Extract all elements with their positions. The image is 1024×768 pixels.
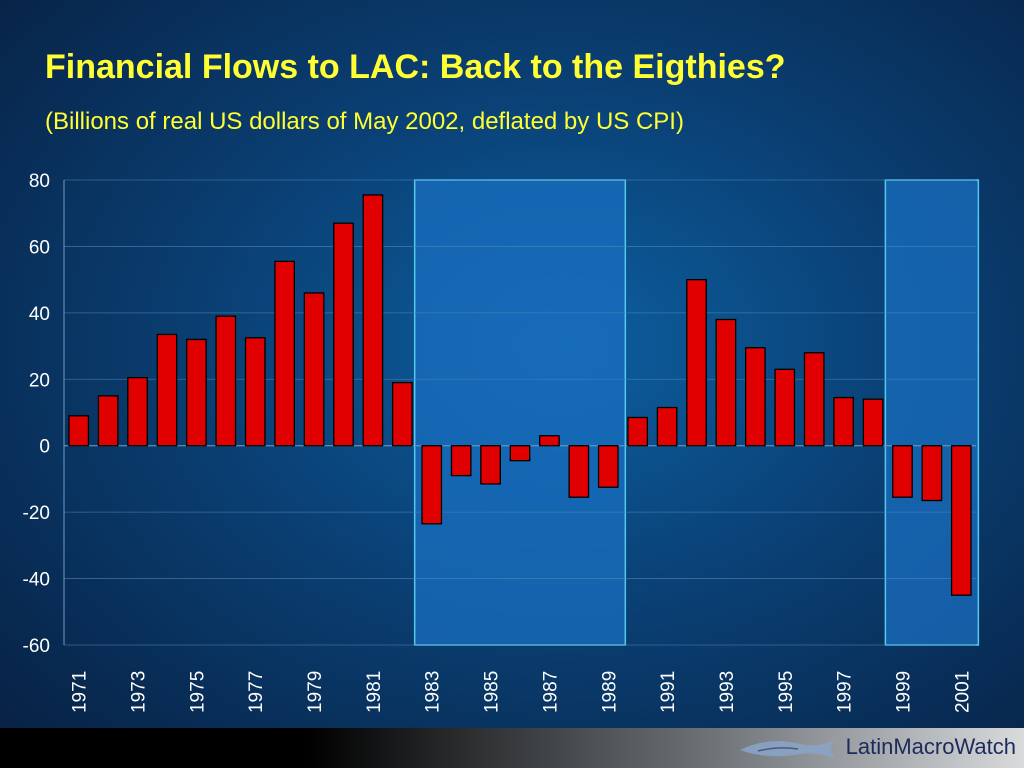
- x-tick-label: 1975: [187, 671, 208, 713]
- x-tick-label: 1989: [599, 671, 620, 713]
- x-tick-label: 1971: [70, 671, 91, 713]
- x-tick-label: 1987: [540, 671, 561, 713]
- bar: [921, 445, 943, 502]
- x-tick-label: 1985: [482, 671, 503, 713]
- bar: [627, 416, 649, 447]
- x-tick-label: 1991: [658, 671, 679, 713]
- x-tick-label: 1983: [423, 671, 444, 713]
- bar: [950, 445, 972, 596]
- bar: [215, 315, 237, 447]
- logo-text: LatinMacroWatch: [845, 734, 1016, 759]
- y-tick-label: 0: [39, 437, 50, 458]
- bar: [97, 395, 119, 447]
- y-tick-label: 60: [29, 237, 50, 258]
- bar: [156, 333, 178, 447]
- y-tick-label: -40: [23, 570, 50, 591]
- bar: [892, 445, 913, 498]
- x-tick-label: 1999: [893, 671, 914, 713]
- logo: LatinMacroWatch: [738, 730, 1016, 764]
- bar: [244, 337, 266, 447]
- bar: [568, 445, 590, 498]
- footer-bar: LatinMacroWatch: [0, 728, 1024, 768]
- bar: [333, 222, 354, 447]
- y-tick-label: 20: [29, 370, 50, 391]
- x-tick-label: 1981: [364, 671, 385, 713]
- x-tick-label: 1995: [776, 671, 797, 713]
- y-tick-label: -20: [23, 503, 50, 524]
- bar: [509, 445, 531, 462]
- bar-chart: -60 -40 -20 0 20 40 60 80 1971 1973 1975 1977 1979 19…: [23, 171, 980, 713]
- bar: [597, 445, 619, 488]
- bar: [715, 318, 737, 447]
- bar: [421, 445, 443, 525]
- bar: [186, 338, 207, 447]
- bar: [862, 398, 884, 447]
- x-tick-label: 1993: [717, 671, 738, 713]
- bar: [539, 435, 560, 447]
- x-tick-label: 1979: [305, 671, 326, 713]
- y-tick-label: 40: [29, 304, 50, 325]
- bar: [274, 260, 296, 447]
- bar: [480, 445, 501, 485]
- chart-subtitle: (Billions of real US dollars of May 2002…: [45, 108, 684, 135]
- x-tick-label: 1977: [246, 671, 267, 713]
- highlight-region: [413, 179, 627, 646]
- bar: [362, 194, 384, 447]
- bar: [127, 376, 148, 447]
- fish-icon: [739, 740, 834, 758]
- y-tick-label: 80: [29, 171, 50, 192]
- bar: [803, 352, 825, 447]
- bar: [68, 415, 90, 447]
- bar: [450, 445, 472, 477]
- bar: [774, 368, 796, 447]
- x-tick-label: 1997: [835, 671, 856, 713]
- x-tick-label: 1973: [129, 671, 150, 713]
- bar: [303, 292, 325, 447]
- y-tick-label: -60: [23, 636, 50, 657]
- bar: [686, 278, 707, 447]
- bar: [656, 406, 678, 447]
- chart-title: Financial Flows to LAC: Back to the Eigt…: [45, 48, 786, 86]
- bar: [744, 347, 766, 447]
- x-tick-label: 2001: [952, 671, 973, 713]
- bar: [391, 381, 413, 447]
- bar: [833, 396, 854, 447]
